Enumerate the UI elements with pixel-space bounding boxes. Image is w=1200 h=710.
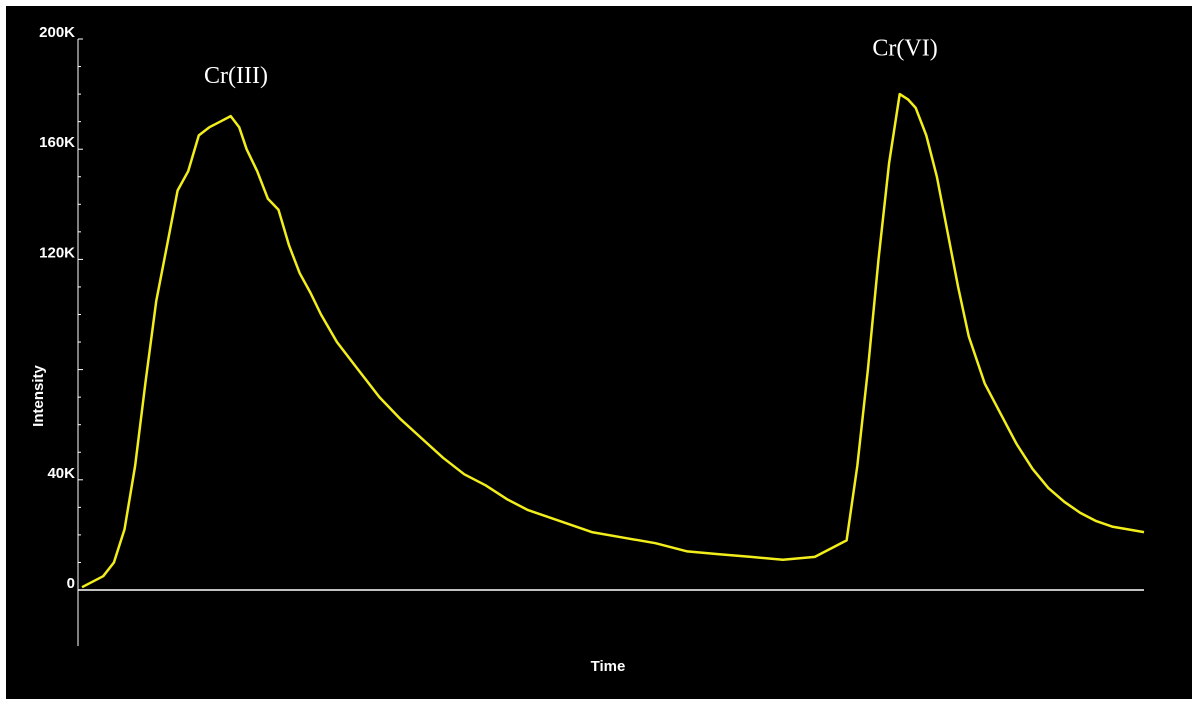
y-tick-label: 120K [39, 244, 75, 261]
axes-layer [77, 39, 1144, 646]
peak-label-cr-iii: Cr(III) [204, 63, 268, 89]
x-axis-title: Time [591, 658, 626, 675]
series-layer [81, 92, 1145, 589]
y-tick-label: 40K [47, 465, 75, 482]
chart-frame: 0 40K 120K 160K 200K Cr(III) Cr(VI) Time Inte… [6, 6, 1192, 699]
y-tick-label: 160K [39, 134, 75, 151]
peak-label-cr-vi: Cr(VI) [872, 36, 937, 62]
y-tick-label: 200K [39, 24, 75, 41]
y-axis-title: Intensity [30, 365, 47, 427]
intensity-series-line [81, 92, 1145, 589]
y-tick-label: 0 [67, 575, 75, 592]
y-ticks-layer: 0 40K 120K 160K 200K [39, 24, 83, 592]
annotation-layer: Cr(III) Cr(VI) [204, 36, 938, 90]
intensity-chart: 0 40K 120K 160K 200K Cr(III) Cr(VI) Time Inte… [30, 24, 1145, 675]
